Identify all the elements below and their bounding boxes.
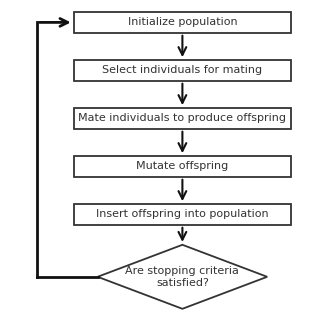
Text: Initialize population: Initialize population [128, 17, 237, 28]
Text: Mutate offspring: Mutate offspring [136, 161, 228, 172]
FancyBboxPatch shape [74, 12, 291, 33]
FancyBboxPatch shape [74, 204, 291, 225]
FancyBboxPatch shape [74, 108, 291, 129]
Text: Insert offspring into population: Insert offspring into population [96, 209, 269, 220]
Text: Select individuals for mating: Select individuals for mating [102, 65, 262, 76]
Text: Mate individuals to produce offspring: Mate individuals to produce offspring [78, 113, 286, 124]
FancyBboxPatch shape [74, 60, 291, 81]
FancyBboxPatch shape [74, 156, 291, 177]
Polygon shape [98, 245, 267, 309]
Text: Are stopping criteria
satisfied?: Are stopping criteria satisfied? [125, 266, 239, 288]
